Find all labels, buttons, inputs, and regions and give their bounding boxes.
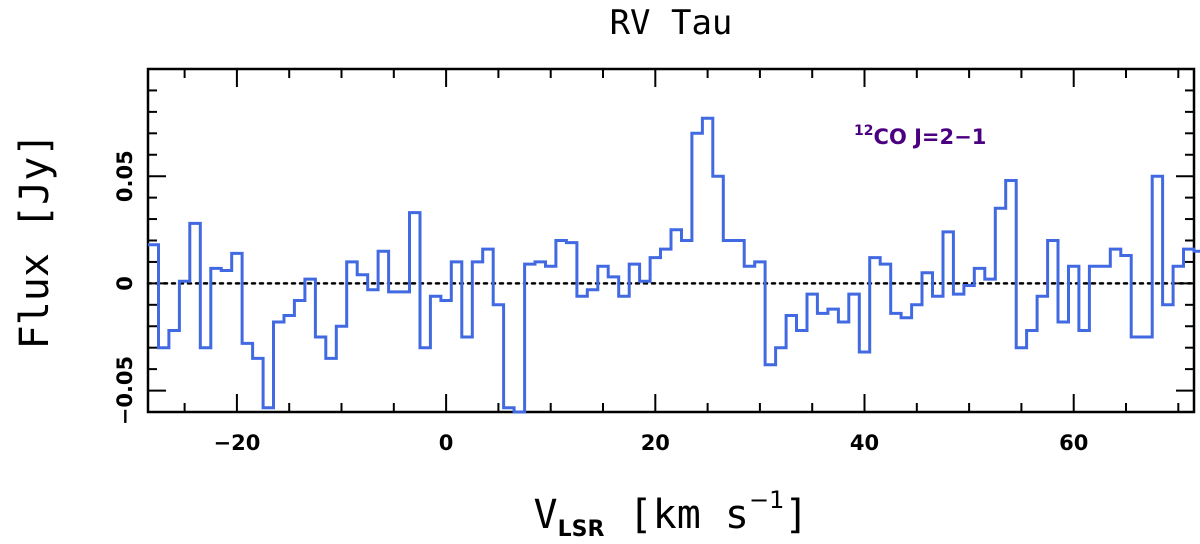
x-axis-label: VLSR [km s−1] — [534, 486, 809, 542]
y-tick-label: 0 — [113, 276, 137, 291]
x-axis-label-units: [km s — [604, 492, 749, 538]
annotation-superscript: 12 — [854, 123, 873, 139]
y-tick-label: −0.05 — [113, 356, 137, 425]
axis-ticks — [148, 69, 1194, 412]
line-annotation: 12CO J=2−1 — [854, 123, 986, 149]
x-tick-label: −20 — [213, 431, 260, 455]
y-axis-label: Flux [Jy] — [12, 133, 58, 350]
annotation-text: CO J=2−1 — [874, 125, 987, 149]
axis-tick-labels: −20 0 20 40 60 −0.05 0 0.05 — [113, 150, 1088, 455]
x-tick-label: 60 — [1059, 431, 1088, 455]
x-axis-label-main: V — [534, 492, 558, 538]
x-axis-label-subscript: LSR — [558, 517, 605, 542]
y-tick-label: 0.05 — [113, 150, 137, 202]
x-tick-label: 0 — [439, 431, 454, 455]
x-tick-label: 40 — [850, 431, 879, 455]
x-axis-label-close: ] — [784, 492, 808, 538]
x-axis-label-superscript: −1 — [749, 486, 784, 514]
x-tick-label: 20 — [641, 431, 670, 455]
chart-title: RV Tau — [610, 3, 733, 43]
spectrum-line — [148, 116, 1200, 414]
